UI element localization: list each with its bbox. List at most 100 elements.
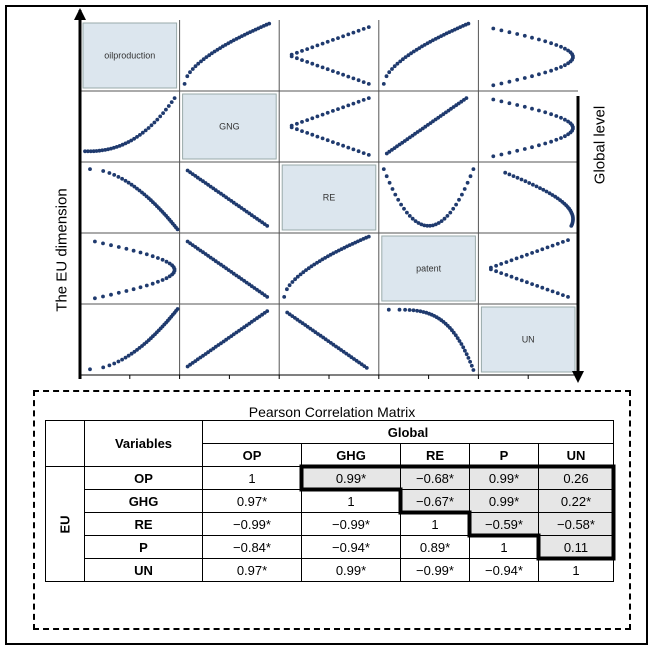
- global-level-label: Global level: [591, 105, 609, 185]
- scatter-point: [285, 287, 289, 292]
- up-arrow: [74, 8, 86, 20]
- scatter-point: [436, 221, 441, 225]
- scatter-point: [305, 60, 310, 64]
- scatter-point: [101, 169, 106, 173]
- scatter-point: [305, 47, 310, 51]
- scatter-point: [149, 123, 154, 128]
- scatter-point: [123, 355, 128, 360]
- scatter-point: [320, 65, 325, 70]
- scatter-point: [101, 365, 106, 370]
- scatter-point: [185, 74, 190, 79]
- scatter-point: [146, 126, 151, 130]
- scatter-point: [457, 339, 462, 343]
- scatter-point: [351, 76, 356, 81]
- scatter-point: [566, 61, 570, 66]
- scatter-point: [109, 146, 113, 151]
- scatter-point: [387, 70, 392, 75]
- scatter-point: [150, 254, 155, 259]
- scatter-point: [93, 239, 97, 244]
- scatter-point: [116, 175, 121, 179]
- scatter-point: [433, 222, 438, 227]
- scatter-point: [541, 187, 546, 192]
- scatter-point: [309, 264, 314, 269]
- scatter-point: [287, 283, 292, 288]
- scatter-point: [448, 210, 453, 215]
- scatter-point: [402, 206, 406, 211]
- scatter-point: [384, 174, 389, 179]
- scatter-point: [559, 65, 563, 69]
- scatter-point: [460, 192, 464, 197]
- scatter-point: [451, 330, 456, 335]
- scatter-point: [531, 182, 535, 187]
- scatter-point: [131, 248, 136, 253]
- scatter-point: [515, 32, 520, 36]
- scatter-point: [106, 147, 110, 152]
- scatter-point: [411, 308, 416, 313]
- table-cell: 0.99*: [469, 489, 539, 513]
- scatter-point: [336, 107, 340, 111]
- scatter-point: [561, 240, 565, 244]
- scatter-point: [507, 79, 512, 84]
- scatter-point: [132, 349, 137, 354]
- scatter-point: [466, 21, 471, 26]
- scatter-point: [515, 103, 520, 107]
- scatter-point: [267, 21, 272, 26]
- scatter-point: [504, 273, 509, 277]
- scatter-point: [107, 171, 112, 175]
- scatter-point: [544, 189, 549, 194]
- scatter-point: [351, 147, 356, 152]
- scatter-point: [295, 50, 299, 55]
- diagonal-box: [381, 235, 476, 302]
- scatter-point: [188, 70, 192, 75]
- scatter-point: [416, 221, 421, 225]
- scatter-point: [123, 141, 128, 146]
- matrix-axes: [74, 8, 584, 383]
- eu-row-header: EU: [45, 466, 85, 582]
- scatter-point: [499, 271, 504, 275]
- scatter-point: [545, 287, 550, 292]
- scatter-point: [523, 179, 528, 184]
- scatter-point: [167, 274, 172, 279]
- scatter-point: [494, 269, 498, 274]
- scatter-point: [361, 27, 366, 31]
- scatter-point: [519, 278, 524, 283]
- scatter-point: [300, 58, 304, 62]
- scatter-point: [325, 39, 330, 44]
- scatter-point: [138, 285, 143, 290]
- scatter-point: [289, 125, 294, 130]
- scatter-point: [431, 223, 435, 228]
- scatter-point: [455, 336, 460, 340]
- scatter-point: [88, 167, 92, 172]
- col-header: GHG: [301, 443, 401, 467]
- scatter-point: [515, 148, 520, 153]
- scatter-point: [112, 361, 117, 366]
- scatter-point: [265, 224, 270, 228]
- scatter-point: [396, 197, 401, 202]
- table-cell: 0.99*: [301, 466, 401, 490]
- table-cell: 1: [202, 466, 302, 490]
- correlation-box: [33, 390, 631, 630]
- scatter-point: [356, 78, 361, 83]
- table-cell: 0.97*: [202, 489, 302, 513]
- scatter-point: [530, 35, 534, 40]
- scatter-point: [550, 289, 555, 294]
- table-subheader-row: OP GHG RE P UN: [46, 443, 614, 467]
- scatter-point: [537, 72, 541, 77]
- scatter-point: [112, 173, 117, 177]
- scatter-point: [431, 38, 435, 43]
- table-row: GHG 0.97* 1 −0.67* 0.99* 0.22*: [46, 489, 614, 513]
- table-cell: 0.99*: [469, 466, 539, 490]
- scatter-point: [554, 43, 559, 47]
- scatter-point: [166, 104, 171, 108]
- scatter-point: [295, 121, 299, 126]
- scatter-point: [210, 51, 214, 56]
- col-header: UN: [538, 443, 614, 467]
- scatter-point: [212, 49, 217, 54]
- scatter-point: [421, 310, 426, 314]
- table-cell: 0.22*: [538, 489, 614, 513]
- diagonal-box: [182, 93, 277, 160]
- scatter-point: [182, 82, 187, 86]
- scatter-point: [356, 99, 361, 104]
- scatter-point: [100, 148, 105, 153]
- scatter-point: [164, 259, 169, 264]
